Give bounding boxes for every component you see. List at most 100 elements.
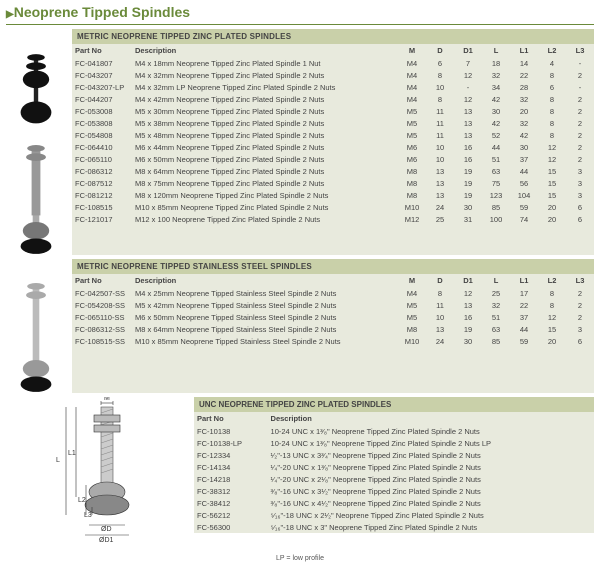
col-header: Description — [132, 274, 398, 287]
part-no-cell: FC-38412 — [194, 497, 268, 509]
value-cell: 12 — [538, 311, 566, 323]
value-cell: 2 — [566, 69, 594, 81]
value-cell: 3 — [566, 189, 594, 201]
svg-text:ØD1: ØD1 — [99, 537, 114, 544]
value-cell: 3 — [566, 165, 594, 177]
value-cell: 2 — [566, 117, 594, 129]
table-row: FC-108515-SSM10 x 85mm Neoprene Tipped S… — [72, 335, 594, 347]
value-cell: 19 — [454, 177, 482, 189]
col-header: Part No — [72, 274, 132, 287]
part-no-cell: FC-108515 — [72, 201, 132, 213]
table-row: FC-12334¹⁄₂"-13 UNC x 3³⁄₄" Neoprene Tip… — [194, 449, 594, 461]
value-cell: 8 — [538, 93, 566, 105]
value-cell: M10 — [398, 201, 426, 213]
part-no-cell: FC-054208-SS — [72, 299, 132, 311]
value-cell: 8 — [538, 287, 566, 299]
part-no-cell: FC-108515-SS — [72, 335, 132, 347]
value-cell: M8 — [398, 189, 426, 201]
part-no-cell: FC-086312-SS — [72, 323, 132, 335]
table-row: FC-10138-LP10-24 UNC x 1³⁄₈" Neoprene Ti… — [194, 437, 594, 449]
value-cell: M5 — [398, 117, 426, 129]
desc-cell: M12 x 100 Neoprene Tipped Zinc Plated Sp… — [132, 213, 398, 225]
desc-cell: ⁵⁄₁₆"-18 UNC x 2¹⁄₂" Neoprene Tipped Zin… — [268, 509, 594, 521]
svg-text:L2: L2 — [78, 497, 86, 504]
value-cell: - — [566, 81, 594, 93]
table-row: FC-14218¹⁄₄"-20 UNC x 2¹⁄₈" Neoprene Tip… — [194, 473, 594, 485]
desc-cell: M6 x 50mm Neoprene Tipped Zinc Plated Sp… — [132, 153, 398, 165]
value-cell: 15 — [538, 177, 566, 189]
desc-cell: ¹⁄₄"-20 UNC x 2¹⁄₈" Neoprene Tipped Zinc… — [268, 473, 594, 485]
table-row: FC-054208-SSM5 x 42mm Neoprene Tipped St… — [72, 299, 594, 311]
table-row: FC-56212⁵⁄₁₆"-18 UNC x 2¹⁄₂" Neoprene Ti… — [194, 509, 594, 521]
value-cell: 30 — [482, 105, 510, 117]
value-cell: 8 — [426, 287, 454, 299]
col-header: L2 — [538, 274, 566, 287]
value-cell: 24 — [426, 335, 454, 347]
value-cell: 25 — [426, 213, 454, 225]
value-cell: - — [566, 57, 594, 69]
value-cell: 12 — [454, 69, 482, 81]
table-row: FC-044207M4 x 42mm Neoprene Tipped Zinc … — [72, 93, 594, 105]
part-no-cell: FC-053808 — [72, 117, 132, 129]
value-cell: 8 — [538, 129, 566, 141]
value-cell: 20 — [538, 201, 566, 213]
col-header: Part No — [194, 412, 268, 425]
value-cell: 13 — [454, 105, 482, 117]
desc-cell: ³⁄₈"-16 UNC x 3¹⁄₂" Neoprene Tipped Zinc… — [268, 485, 594, 497]
value-cell: - — [454, 81, 482, 93]
value-cell: 14 — [510, 57, 538, 69]
value-cell: 19 — [454, 165, 482, 177]
value-cell: 32 — [482, 299, 510, 311]
value-cell: 13 — [426, 165, 454, 177]
spindle-image-3 — [14, 283, 58, 393]
value-cell: 13 — [454, 129, 482, 141]
value-cell: 59 — [510, 335, 538, 347]
value-cell: 11 — [426, 105, 454, 117]
col-header: L2 — [538, 44, 566, 57]
value-cell: 22 — [510, 299, 538, 311]
value-cell: 13 — [426, 177, 454, 189]
table-row: FC-064410M6 x 44mm Neoprene Tipped Zinc … — [72, 141, 594, 153]
value-cell: 8 — [426, 93, 454, 105]
value-cell: 6 — [566, 201, 594, 213]
value-cell: M5 — [398, 311, 426, 323]
desc-cell: M4 x 32mm Neoprene Tipped Zinc Plated Sp… — [132, 69, 398, 81]
spindle-image-2 — [14, 145, 58, 255]
value-cell: 44 — [510, 323, 538, 335]
value-cell: M12 — [398, 213, 426, 225]
table-row: FC-108515M10 x 85mm Neoprene Tipped Zinc… — [72, 201, 594, 213]
value-cell: M5 — [398, 129, 426, 141]
svg-text:M: M — [104, 397, 110, 402]
value-cell: 2 — [566, 105, 594, 117]
part-no-cell: FC-043207-LP — [72, 81, 132, 93]
part-no-cell: FC-065110-SS — [72, 311, 132, 323]
value-cell: M4 — [398, 287, 426, 299]
desc-cell: M5 x 30mm Neoprene Tipped Zinc Plated Sp… — [132, 105, 398, 117]
table-row: FC-042507-SSM4 x 25mm Neoprene Tipped St… — [72, 287, 594, 299]
value-cell: M8 — [398, 177, 426, 189]
value-cell: 6 — [566, 335, 594, 347]
value-cell: M8 — [398, 323, 426, 335]
value-cell: 15 — [538, 323, 566, 335]
value-cell: 25 — [482, 287, 510, 299]
value-cell: 2 — [566, 299, 594, 311]
col-header: Description — [268, 412, 594, 425]
desc-cell: M5 x 48mm Neoprene Tipped Zinc Plated Sp… — [132, 129, 398, 141]
value-cell: 6 — [538, 81, 566, 93]
table-row: FC-043207M4 x 32mm Neoprene Tipped Zinc … — [72, 69, 594, 81]
desc-cell: M8 x 120mm Neoprene Tipped Zinc Plated S… — [132, 189, 398, 201]
table-row: FC-087512M8 x 75mm Neoprene Tipped Zinc … — [72, 177, 594, 189]
value-cell: 37 — [510, 153, 538, 165]
value-cell: 30 — [454, 201, 482, 213]
section-metric-ss: METRIC NEOPRENE TIPPED STAINLESS STEEL S… — [0, 259, 600, 397]
col-header: M — [398, 44, 426, 57]
value-cell: 10 — [426, 141, 454, 153]
value-cell: 2 — [566, 141, 594, 153]
value-cell: 17 — [510, 287, 538, 299]
value-cell: M4 — [398, 57, 426, 69]
title-underline — [6, 24, 594, 25]
value-cell: 85 — [482, 201, 510, 213]
desc-cell: 10-24 UNC x 1³⁄₈" Neoprene Tipped Zinc P… — [268, 437, 594, 449]
part-no-cell: FC-043207 — [72, 69, 132, 81]
part-no-cell: FC-10138 — [194, 425, 268, 437]
